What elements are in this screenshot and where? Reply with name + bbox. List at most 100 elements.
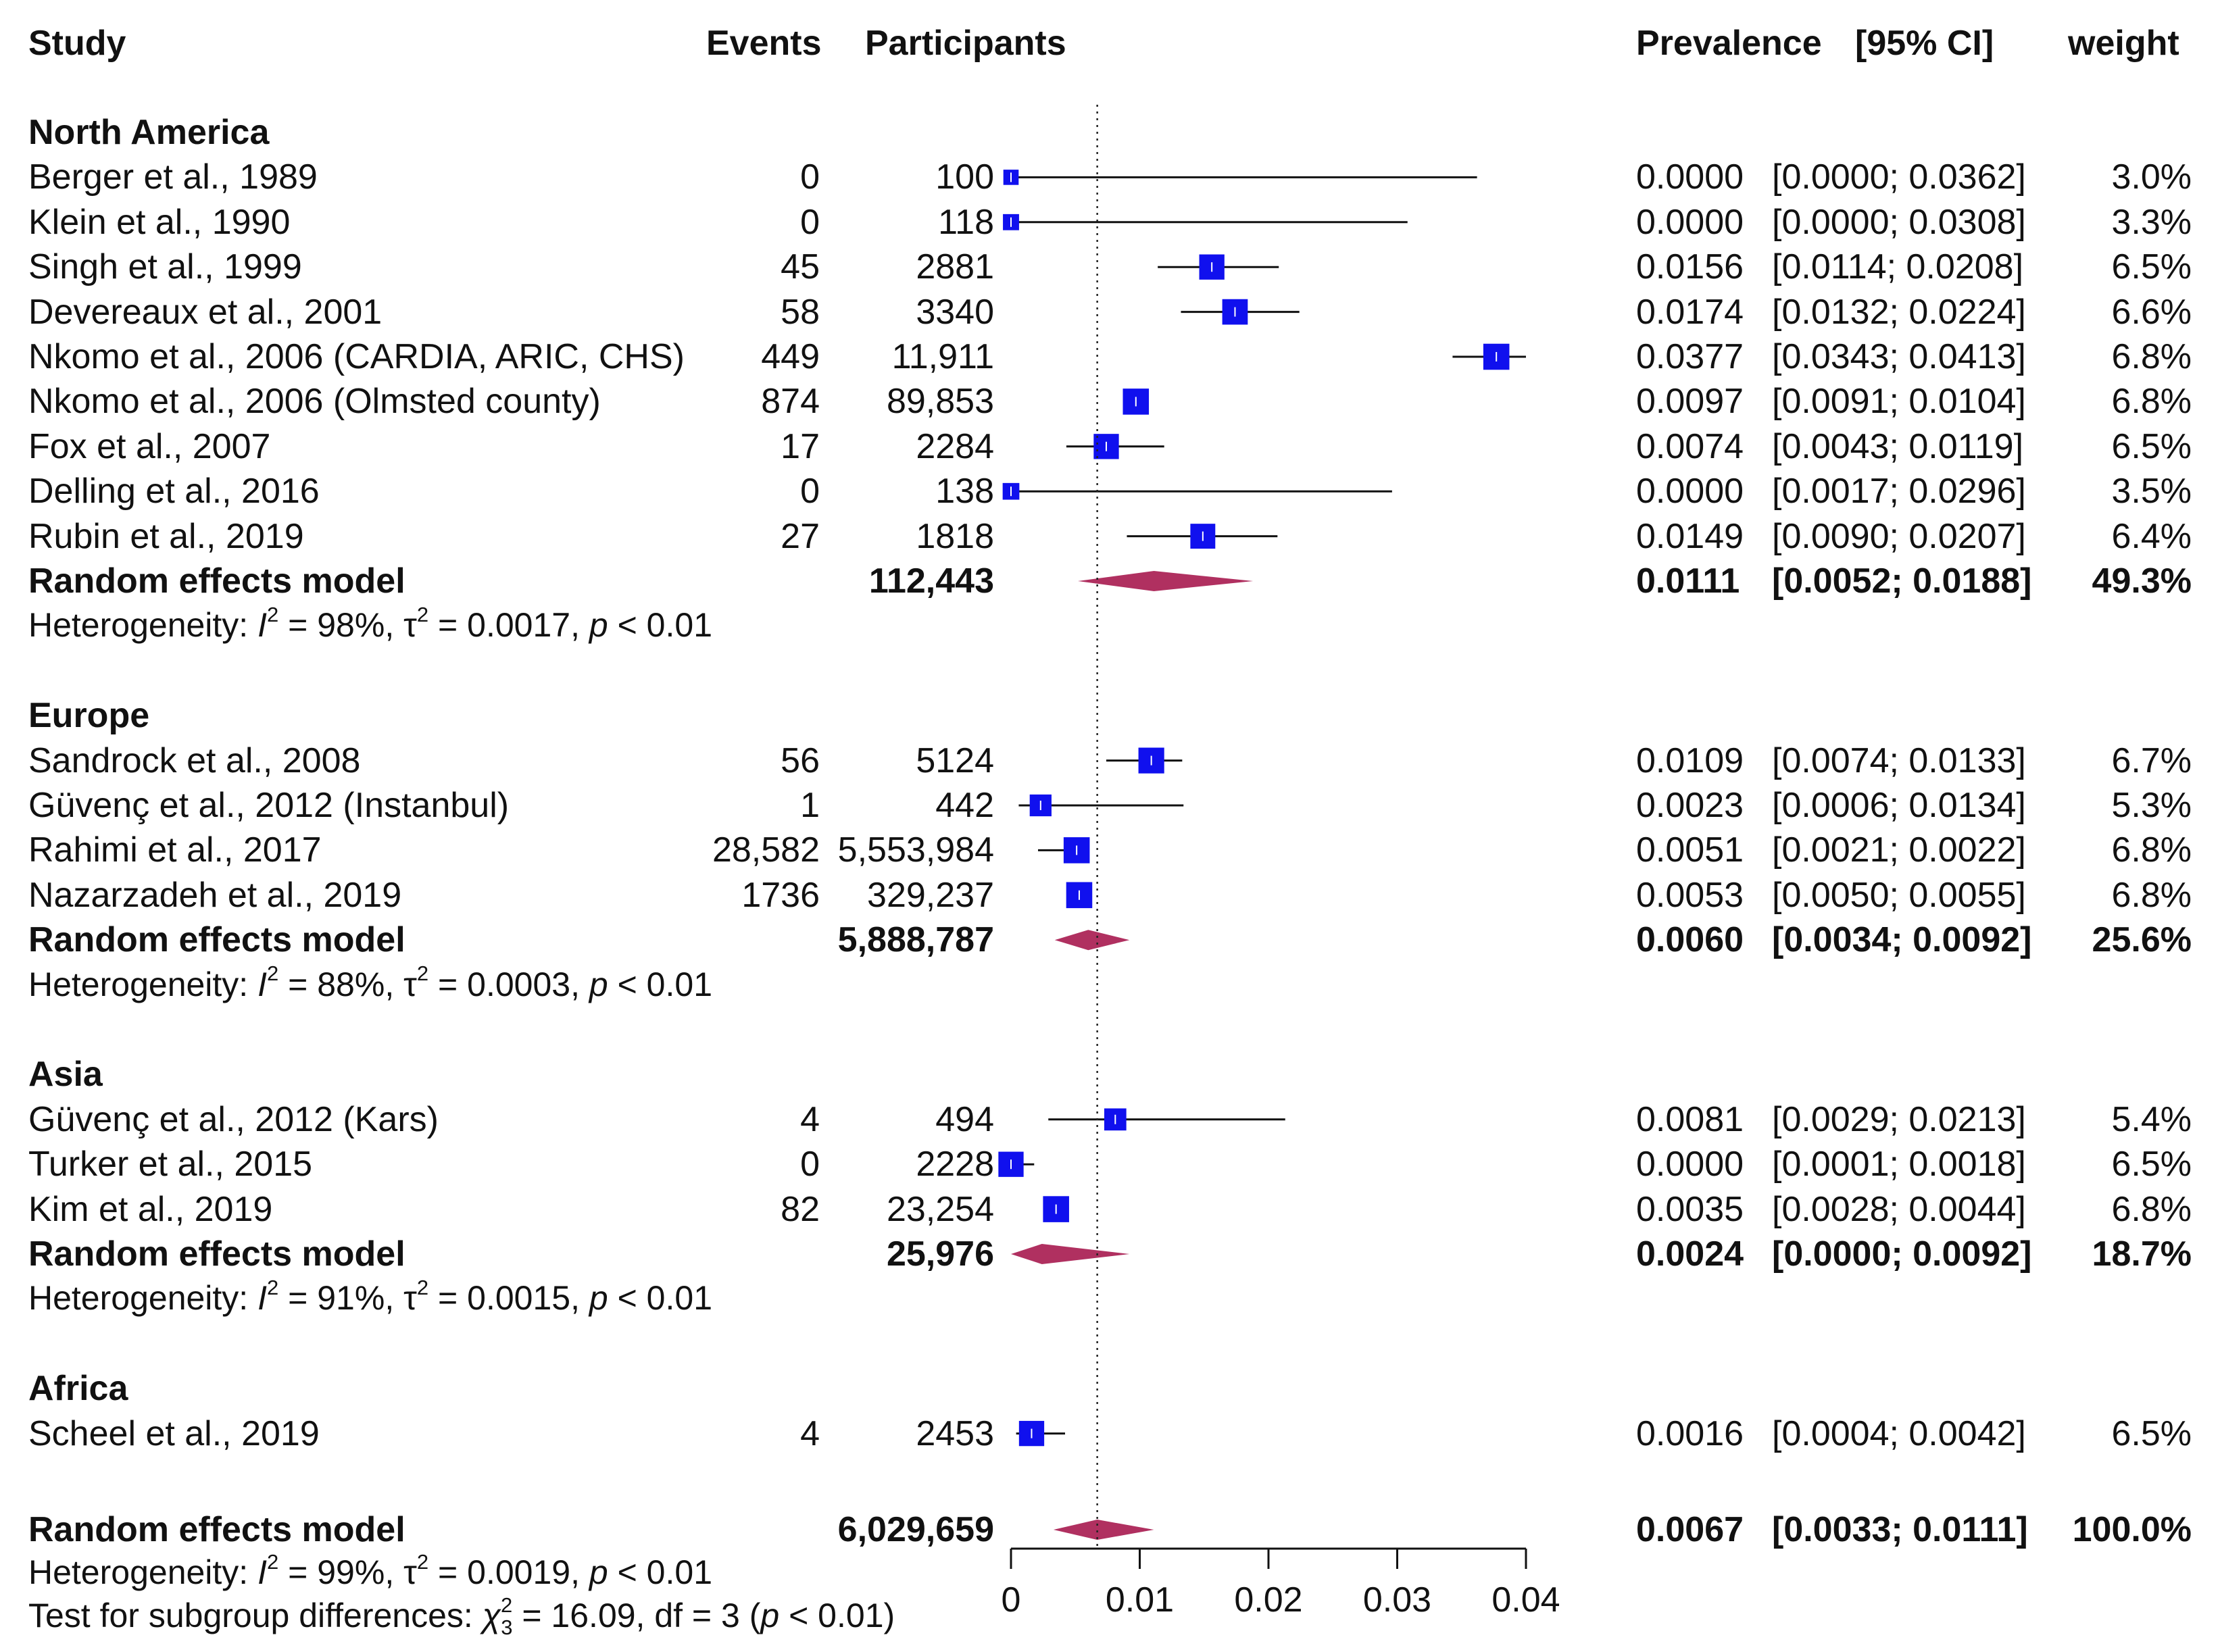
- x-tick-label: 0: [1001, 1580, 1021, 1620]
- header-weight: weight: [2068, 24, 2179, 63]
- ci-value: [0.0343; 0.0413]: [1772, 337, 2026, 376]
- group-title: Asia: [28, 1055, 103, 1095]
- x-tick-label: 0.02: [1234, 1580, 1303, 1620]
- participants-value: 23,254: [886, 1189, 994, 1229]
- prevalence-value: 0.0053: [1636, 875, 1744, 915]
- header-ci: [95% CI]: [1855, 24, 1994, 63]
- ci-value: [0.0050; 0.0055]: [1772, 875, 2026, 915]
- study-name: Güvenç et al., 2012 (Kars): [28, 1099, 439, 1139]
- model-label: Random effects model: [28, 1234, 405, 1274]
- events-value: 4: [800, 1099, 820, 1139]
- model-ci: [0.0033; 0.0111]: [1772, 1510, 2028, 1549]
- weight-value: 3.3%: [2111, 202, 2192, 242]
- weight-value: 6.4%: [2111, 516, 2192, 556]
- events-value: 0: [800, 472, 820, 511]
- ci-value: [0.0021; 0.0022]: [1772, 830, 2026, 870]
- ci-value: [0.0006; 0.0134]: [1772, 786, 2026, 825]
- study-name: Güvenç et al., 2012 (Instanbul): [28, 786, 510, 825]
- model-ci: [0.0000; 0.0092]: [1772, 1234, 2032, 1274]
- participants-value: 2453: [916, 1413, 994, 1453]
- events-value: 4: [800, 1413, 820, 1453]
- ci-value: [0.0000; 0.0362]: [1772, 157, 2026, 197]
- events-value: 449: [761, 337, 820, 376]
- study-name: Singh et al., 1999: [28, 247, 302, 287]
- model-diamond: [1053, 1520, 1154, 1540]
- participants-value: 5124: [916, 741, 994, 780]
- model-weight: 100.0%: [2072, 1510, 2192, 1549]
- weight-value: 6.5%: [2111, 247, 2192, 287]
- events-value: 58: [781, 292, 820, 332]
- study-name: Kim et al., 2019: [28, 1189, 273, 1229]
- participants-value: 3340: [916, 292, 994, 332]
- prevalence-value: 0.0035: [1636, 1189, 1744, 1229]
- prevalence-value: 0.0016: [1636, 1413, 1744, 1453]
- participants-value: 494: [935, 1099, 994, 1139]
- ci-value: [0.0090; 0.0207]: [1772, 516, 2026, 556]
- heterogeneity-text: Heterogeneity: I2 = 88%, τ2 = 0.0003, p …: [28, 961, 712, 1003]
- heterogeneity-text: Heterogeneity: I2 = 99%, τ2 = 0.0019, p …: [28, 1549, 712, 1591]
- events-value: 0: [800, 202, 820, 242]
- prevalence-value: 0.0000: [1636, 202, 1744, 242]
- model-participants: 6,029,659: [837, 1510, 994, 1549]
- group-title: Africa: [28, 1369, 128, 1409]
- x-tick-label: 0.04: [1491, 1580, 1560, 1620]
- weight-value: 6.7%: [2111, 741, 2192, 780]
- ci-value: [0.0000; 0.0308]: [1772, 202, 2026, 242]
- weight-value: 6.5%: [2111, 1413, 2192, 1453]
- ci-value: [0.0029; 0.0213]: [1772, 1099, 2026, 1139]
- model-participants: 25,976: [886, 1234, 994, 1274]
- x-tick-label: 0.03: [1362, 1580, 1432, 1620]
- model-label: Random effects model: [28, 1510, 405, 1549]
- events-value: 874: [761, 382, 820, 422]
- model-ci: [0.0052; 0.0188]: [1772, 561, 2032, 601]
- ci-value: [0.0132; 0.0224]: [1772, 292, 2026, 332]
- participants-value: 11,911: [891, 337, 994, 376]
- header-events: Events: [706, 24, 822, 63]
- study-name: Turker et al., 2015: [28, 1145, 313, 1184]
- study-name: Nkomo et al., 2006 (Olmsted county): [28, 382, 601, 422]
- events-value: 82: [781, 1189, 820, 1229]
- events-value: 1736: [741, 875, 820, 915]
- prevalence-value: 0.0109: [1636, 741, 1744, 780]
- participants-value: 2284: [916, 426, 994, 466]
- ci-value: [0.0043; 0.0119]: [1772, 426, 2024, 466]
- model-participants: 112,443: [868, 561, 994, 601]
- ci-value: [0.0004; 0.0042]: [1772, 1413, 2026, 1453]
- weight-value: 3.5%: [2111, 472, 2192, 511]
- prevalence-value: 0.0097: [1636, 382, 1744, 422]
- ci-value: [0.0017; 0.0296]: [1772, 472, 2026, 511]
- header-prevalence: Prevalence: [1636, 24, 1822, 63]
- subgroup-test-text: Test for subgroup differences: χ23 = 16.…: [28, 1593, 895, 1639]
- ci-value: [0.0028; 0.0044]: [1772, 1189, 2026, 1229]
- prevalence-value: 0.0377: [1636, 337, 1744, 376]
- events-value: 1: [800, 786, 820, 825]
- events-value: 56: [781, 741, 820, 780]
- model-participants: 5,888,787: [837, 920, 994, 960]
- model-prevalence: 0.0060: [1636, 920, 1744, 960]
- participants-value: 442: [935, 786, 994, 825]
- model-diamond: [1078, 571, 1254, 591]
- participants-value: 1818: [916, 516, 994, 556]
- model-prevalence: 0.0111: [1636, 561, 1740, 601]
- study-name: Rahimi et al., 2017: [28, 830, 322, 870]
- weight-value: 6.8%: [2111, 830, 2192, 870]
- group-title: North America: [28, 113, 270, 152]
- study-name: Scheel et al., 2019: [28, 1413, 320, 1453]
- weight-value: 5.3%: [2111, 786, 2192, 825]
- prevalence-value: 0.0000: [1636, 157, 1744, 197]
- ci-value: [0.0074; 0.0133]: [1772, 741, 2026, 780]
- prevalence-value: 0.0000: [1636, 472, 1744, 511]
- prevalence-value: 0.0174: [1636, 292, 1744, 332]
- study-name: Sandrock et al., 2008: [28, 741, 361, 780]
- prevalence-value: 0.0000: [1636, 1145, 1744, 1184]
- study-name: Fox et al., 2007: [28, 426, 271, 466]
- weight-value: 6.6%: [2111, 292, 2192, 332]
- study-name: Nazarzadeh et al., 2019: [28, 875, 402, 915]
- x-tick-label: 0.01: [1105, 1580, 1175, 1620]
- weight-value: 6.8%: [2111, 382, 2192, 422]
- participants-value: 100: [935, 157, 994, 197]
- study-name: Delling et al., 2016: [28, 472, 320, 511]
- model-ci: [0.0034; 0.0092]: [1772, 920, 2032, 960]
